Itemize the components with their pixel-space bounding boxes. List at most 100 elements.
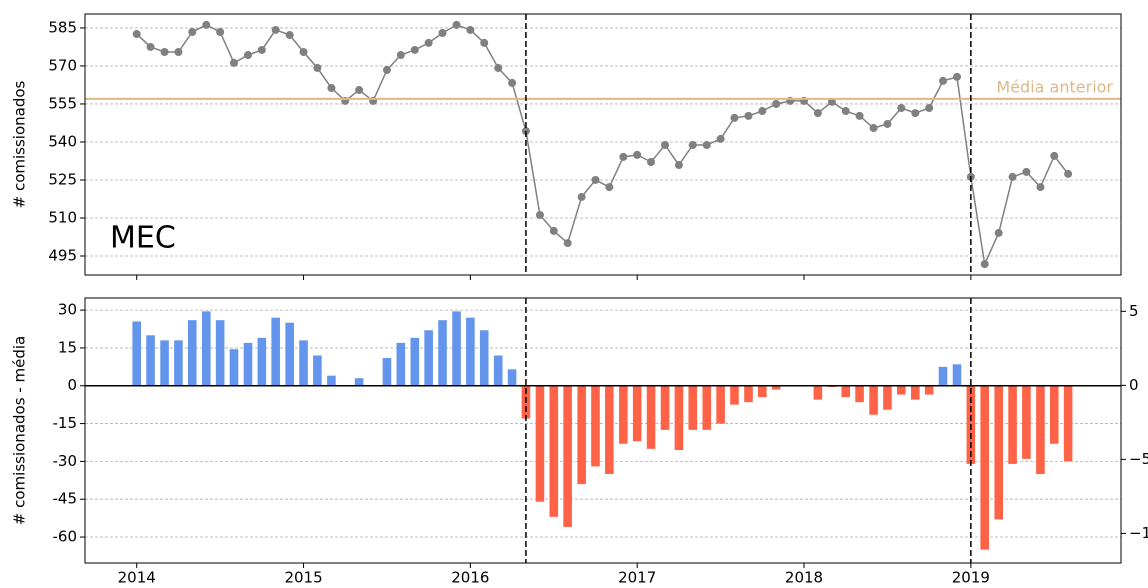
point — [549, 226, 558, 235]
x-tick-label: 2018 — [785, 569, 823, 587]
bar — [994, 385, 1004, 520]
point — [716, 134, 725, 143]
bar — [869, 385, 878, 415]
bar — [1036, 385, 1045, 474]
point — [132, 30, 141, 39]
point — [257, 45, 266, 54]
point — [563, 239, 572, 248]
point — [647, 157, 656, 166]
point — [980, 260, 989, 269]
bar — [382, 358, 392, 386]
point — [188, 27, 197, 36]
bar — [911, 385, 920, 400]
y-tick-label: 555 — [48, 94, 77, 112]
bar — [702, 385, 712, 430]
point — [813, 109, 822, 118]
y-tick-label: -45 — [53, 490, 78, 508]
point — [299, 48, 308, 57]
y-tick-label: 30 — [58, 301, 77, 319]
y-tick-label: -15 — [53, 414, 78, 432]
bar — [1008, 385, 1017, 464]
point — [410, 45, 419, 54]
x-tick-label: 2019 — [952, 569, 990, 587]
bar — [229, 349, 239, 386]
line — [136, 24, 1069, 267]
bar — [174, 340, 183, 386]
point — [577, 192, 586, 201]
point — [855, 111, 864, 120]
point — [674, 161, 683, 170]
y-tick-label: 540 — [48, 132, 77, 150]
bar — [410, 337, 420, 386]
point — [994, 228, 1003, 237]
point — [744, 111, 753, 120]
bar — [257, 337, 267, 386]
y2-tick-label: −10 — [1129, 524, 1148, 542]
bar — [313, 355, 322, 386]
bar — [549, 385, 559, 517]
y-tick-label: -60 — [53, 528, 78, 546]
point — [480, 38, 489, 47]
point — [355, 86, 364, 95]
point — [911, 109, 920, 118]
point — [327, 83, 336, 92]
point — [688, 141, 697, 150]
point — [229, 58, 238, 67]
point — [925, 104, 934, 113]
point — [938, 76, 947, 85]
bar — [493, 355, 503, 386]
bar — [243, 342, 253, 386]
point — [243, 51, 252, 60]
y-tick-label: 0 — [67, 376, 77, 394]
x-tick-label: 2016 — [451, 569, 489, 587]
y-axis-label: # comissionados — [11, 80, 29, 208]
bar — [146, 335, 155, 386]
bar — [938, 366, 948, 386]
point — [758, 107, 767, 116]
point — [869, 124, 878, 133]
bar — [563, 385, 572, 527]
bar — [716, 385, 725, 424]
y-tick-label: 525 — [48, 170, 77, 188]
point — [396, 51, 405, 60]
point — [146, 42, 155, 51]
point — [827, 97, 836, 106]
point — [285, 31, 294, 40]
bar — [132, 321, 142, 386]
bar — [479, 330, 489, 386]
bar — [1022, 385, 1031, 459]
point — [591, 175, 600, 184]
point — [841, 107, 850, 116]
bar — [535, 385, 545, 502]
bar — [160, 340, 169, 386]
point — [605, 183, 614, 192]
y-tick-label: 510 — [48, 208, 77, 226]
point — [953, 72, 962, 81]
bar — [758, 385, 767, 398]
point — [619, 152, 628, 161]
bar — [896, 385, 906, 395]
bar — [646, 385, 656, 449]
y2-tick-label: 0 — [1129, 376, 1139, 394]
point — [1022, 167, 1031, 176]
point — [438, 29, 447, 38]
y2-tick-label: 5 — [1129, 302, 1139, 320]
point — [202, 20, 211, 29]
point — [271, 25, 280, 34]
bar — [215, 320, 225, 386]
y2-tick-label: −5 — [1129, 450, 1148, 468]
y-tick-label: -30 — [53, 452, 78, 470]
bar — [952, 364, 962, 386]
y-tick-label: 570 — [48, 56, 77, 74]
y-axis-label: # comissionados - média — [11, 336, 29, 525]
point — [1050, 151, 1059, 160]
bar — [577, 385, 586, 485]
bar — [438, 320, 447, 386]
y-tick-label: 495 — [48, 246, 77, 264]
point — [702, 141, 711, 150]
bar — [299, 340, 308, 386]
point — [174, 48, 183, 57]
bar — [452, 311, 461, 386]
bar — [883, 385, 892, 410]
bar — [730, 385, 739, 405]
